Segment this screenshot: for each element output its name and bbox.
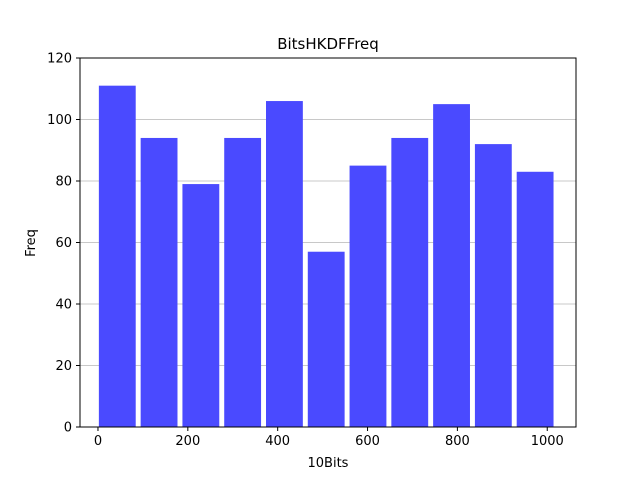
- bar: [391, 137, 429, 427]
- x-axis-ticks: 0 200 400 600 800 1000: [94, 427, 564, 449]
- y-tick-label: 120: [47, 52, 72, 67]
- bar: [349, 165, 387, 427]
- x-tick-label: 0: [94, 434, 102, 449]
- y-axis-ticks: 0 20 40 60 80 100 120: [47, 52, 80, 436]
- bar: [266, 101, 303, 428]
- bar: [182, 184, 220, 427]
- x-tick-label: 400: [265, 434, 290, 449]
- x-tick-label: 600: [355, 434, 380, 449]
- bar: [224, 137, 262, 427]
- bars-group: [98, 85, 554, 428]
- bar: [433, 104, 470, 427]
- y-tick-label: 60: [55, 236, 72, 251]
- y-tick-label: 20: [55, 359, 72, 374]
- x-axis-label: 10Bits: [308, 456, 349, 471]
- bar: [474, 144, 512, 427]
- chart-title: BitsHKDFFreq: [277, 35, 379, 53]
- x-tick-label: 200: [175, 434, 200, 449]
- y-tick-label: 80: [55, 175, 72, 190]
- y-tick-label: 40: [55, 298, 72, 313]
- y-axis-label: Freq: [24, 229, 39, 257]
- y-tick-label: 0: [64, 421, 72, 436]
- bar: [140, 137, 178, 427]
- bar: [98, 85, 136, 428]
- y-tick-label: 100: [47, 113, 72, 128]
- x-tick-label: 800: [445, 434, 470, 449]
- bar: [307, 251, 345, 427]
- bar: [516, 171, 554, 427]
- x-tick-label: 1000: [531, 434, 564, 449]
